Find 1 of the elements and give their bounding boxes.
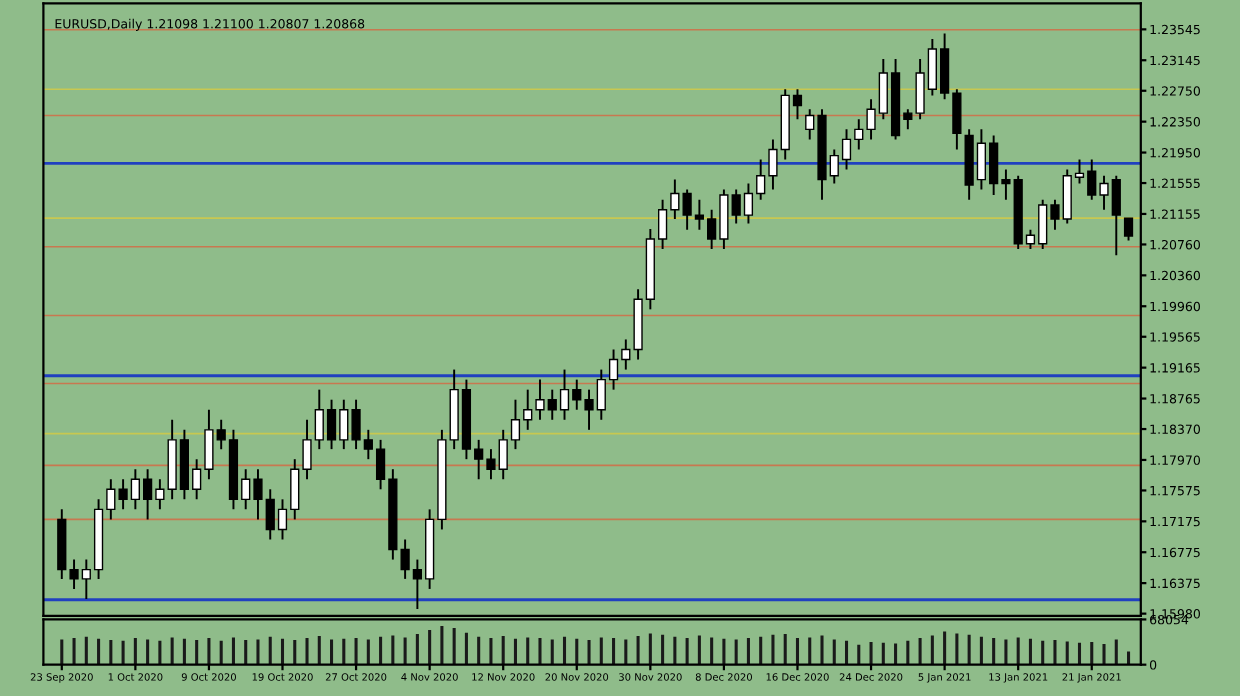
candlestick	[1123, 217, 1134, 242]
